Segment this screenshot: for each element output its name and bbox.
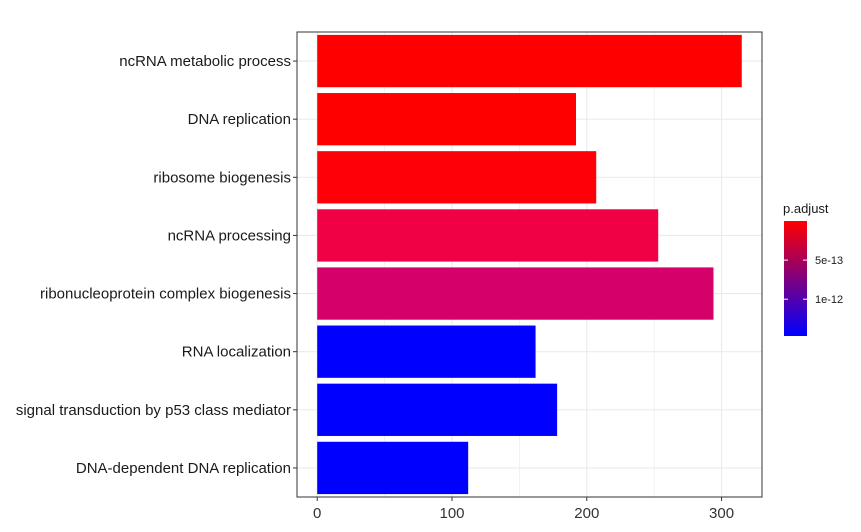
category-labels: ncRNA metabolic process DNA replication ri… — [16, 53, 297, 477]
bar — [317, 325, 536, 378]
bar — [317, 151, 597, 204]
legend-colorbar — [784, 221, 807, 336]
bar — [317, 209, 659, 262]
bar — [317, 441, 469, 495]
category-label: ribonucleoprotein complex biogenesis — [40, 286, 291, 303]
category-label: ncRNA metabolic process — [119, 53, 291, 70]
x-tick-label: 200 — [574, 505, 599, 522]
legend-title: p.adjust — [783, 201, 829, 216]
bar — [317, 383, 558, 436]
legend-label: 5e-13 — [815, 255, 843, 267]
legend-label: 1e-12 — [815, 294, 843, 306]
x-tick-label: 0 — [313, 505, 321, 522]
plot-panel-border — [296, 31, 763, 498]
category-label: signal transduction by p53 class mediato… — [16, 402, 291, 419]
x-axis-ticks: 0 100 200 300 — [313, 497, 734, 522]
legend-ticks: 5e-13 1e-12 — [784, 255, 843, 306]
bar — [317, 267, 714, 320]
category-label: DNA replication — [188, 111, 291, 128]
bar — [317, 34, 742, 88]
category-label: ribosome biogenesis — [153, 169, 291, 186]
category-label: RNA localization — [182, 344, 291, 361]
color-legend: p.adjust 5e-13 1e-12 — [783, 201, 843, 336]
bars — [317, 34, 742, 495]
category-label: DNA-dependent DNA replication — [76, 460, 291, 477]
category-label: ncRNA processing — [168, 227, 291, 244]
x-tick-label: 300 — [709, 505, 734, 522]
x-tick-label: 100 — [439, 505, 464, 522]
bar — [317, 93, 576, 146]
